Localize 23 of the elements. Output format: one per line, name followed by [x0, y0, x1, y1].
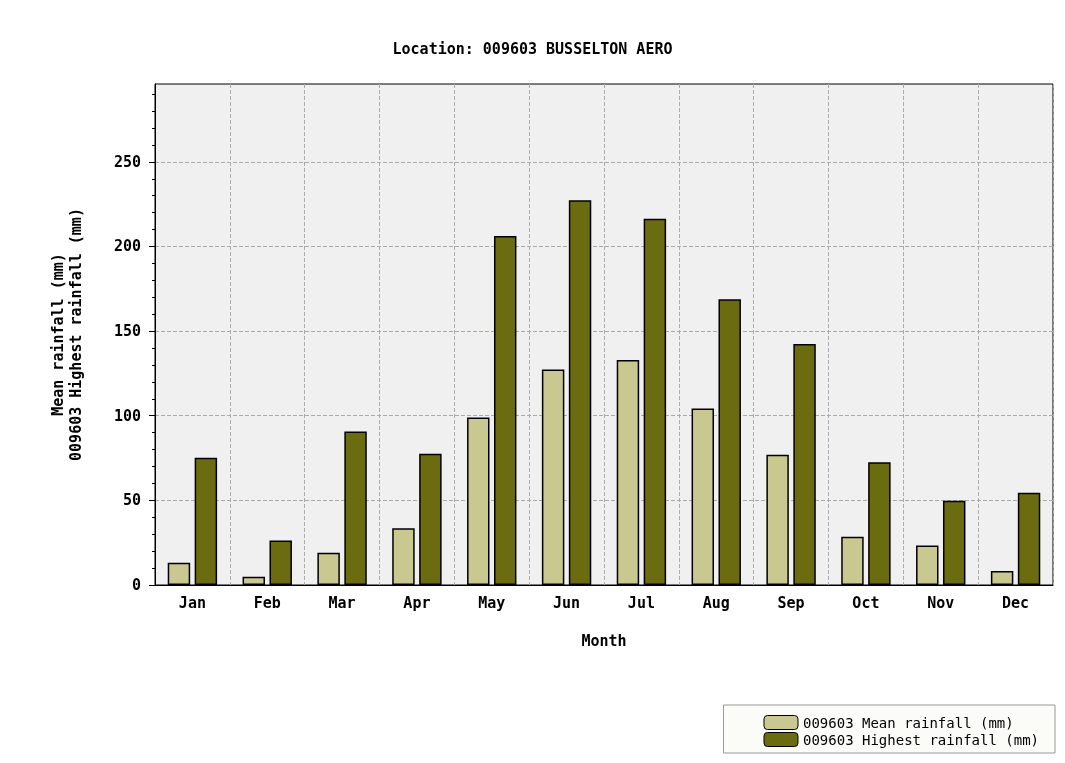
y-tick-label: 50: [122, 491, 141, 510]
x-tick-label: Aug: [702, 593, 730, 612]
x-axis-title: Month: [581, 631, 627, 650]
y-tick-label: 100: [113, 406, 141, 425]
x-tick-label: Oct: [852, 593, 880, 612]
x-tick-label: Mar: [328, 593, 356, 612]
x-tick-label: Feb: [253, 593, 281, 612]
chart-title: Location: 009603 BUSSELTON AERO: [392, 39, 673, 58]
legend-label: 009603 Mean rainfall (mm): [803, 714, 1014, 731]
y-tick-label: 150: [113, 322, 141, 341]
x-tick-label: Jan: [178, 593, 206, 612]
y-tick-label: 0: [131, 576, 141, 594]
x-tick-label: Dec: [1002, 593, 1030, 612]
x-tick-label: Nov: [927, 593, 955, 612]
x-tick-label: Jul: [627, 593, 655, 612]
x-tick-label: Sep: [777, 593, 805, 612]
legend-label: 009603 Highest rainfall (mm): [803, 731, 1040, 748]
y-tick-label: 200: [113, 237, 141, 256]
x-tick-label: Jun: [553, 593, 581, 612]
x-tick-label: Apr: [403, 593, 431, 612]
y-axis-title: Mean rainfall (mm) 009603 Highest rainfall (mm): [49, 208, 85, 461]
y-tick-label: 250: [113, 152, 141, 171]
x-tick-label: May: [478, 593, 506, 612]
